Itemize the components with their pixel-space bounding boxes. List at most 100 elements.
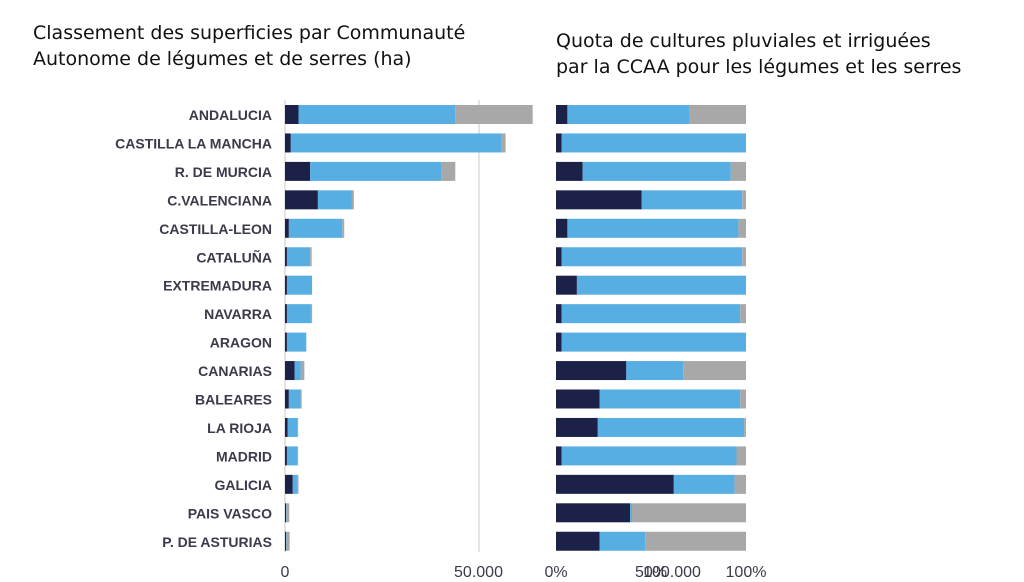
right-bar-series-2-15 [599,531,646,551]
right-bar-series-1-7 [556,304,562,324]
right-bar-series-1-5 [556,247,562,267]
left-bar-series-1-11 [285,417,288,437]
right-bar-series-1-2 [556,161,583,181]
left-bar-series-1-2 [285,161,311,181]
right-bar-series-3-7 [740,304,746,324]
left-bar-series-2-9 [294,361,301,381]
right-bar-series-2-13 [673,474,735,494]
right-bar-series-3-13 [734,474,746,494]
left-category-label: CASTILLA-LEON [159,221,272,237]
left-bar-series-1-8 [285,332,287,352]
left-bar-series-1-13 [285,474,293,494]
right-bar-series-3-12 [736,446,746,466]
left-bar-series-2-3 [317,190,352,210]
right-bar-series-1-11 [556,417,598,437]
right-percent-chart: 0% 50% 100% [544,105,766,581]
left-bar-series-1-4 [285,218,289,238]
right-bar-series-3-10 [740,389,746,409]
right-bar-series-1-14 [556,503,631,523]
left-category-label: MADRID [216,448,272,464]
right-bar-series-3-15 [645,531,746,551]
left-bar-series-2-11 [287,417,298,437]
left-category-label: R. DE MURCIA [175,164,272,180]
left-category-label: LA RIOJA [207,420,272,436]
right-bar-series-1-13 [556,474,674,494]
left-category-label: P. DE ASTURIAS [162,534,272,550]
left-bar-series-2-10 [288,389,301,409]
left-bar-series-1-9 [285,361,295,381]
left-category-label: CASTILLA LA MANCHA [115,135,272,151]
right-bar-series-1-0 [556,105,568,124]
right-x-tick-label: 100% [726,564,767,581]
left-bar-series-2-0 [298,105,456,124]
left-bar-series-2-2 [310,161,442,181]
left-bar-series-1-1 [285,133,291,153]
right-bar-series-1-12 [556,446,562,466]
left-bar-series-2-12 [286,446,298,466]
left-bar-series-3-10 [300,389,302,409]
left-category-label: ANDALUCIA [189,107,272,123]
right-bar-series-1-9 [556,361,627,381]
left-bar-series-1-0 [285,105,299,124]
right-bar-series-2-14 [630,503,632,523]
right-bar-series-1-1 [556,133,562,153]
right-bar-series-2-1 [561,133,746,153]
left-bar-chart: ANDALUCIA CASTILLA LA MANCHA R. DE MURCIA C… [115,100,701,581]
left-bar-series-2-8 [286,332,307,352]
right-bar-series-3-14 [632,503,746,523]
left-x-tick-label: 100.000 [643,564,701,581]
left-bar-series-2-4 [288,218,343,238]
right-bar-series-2-7 [561,304,741,324]
right-bar-series-3-9 [683,361,746,381]
left-category-label: PAIS VASCO [188,505,272,521]
left-bar-series-2-7 [286,304,311,324]
left-bar-series-1-6 [285,275,287,295]
left-bar-series-3-7 [310,304,313,324]
right-bar-series-2-9 [626,361,684,381]
left-bar-series-3-4 [342,218,345,238]
left-bar-series-2-1 [290,133,502,153]
right-bar-series-3-4 [738,218,746,238]
left-category-label: CANARIAS [198,363,272,379]
left-category-label: BALEARES [195,392,272,408]
left-category-label: NAVARRA [204,306,272,322]
right-bar-series-1-10 [556,389,600,409]
left-x-tick-label: 0 [281,564,290,581]
right-bar-series-3-3 [742,190,746,210]
left-bar-series-3-12 [297,446,299,466]
left-bar-series-1-5 [285,247,287,267]
left-x-tick-label: 50.000 [454,564,503,581]
left-bar-series-1-15 [285,531,287,551]
left-chart-title: Classement des superficies par Communaut… [33,20,465,72]
right-bar-series-2-5 [561,247,743,267]
left-category-label: EXTREMADURA [163,278,272,294]
right-chart-title: Quota de cultures pluviales et irriguées… [556,28,961,80]
right-title-line-1: Quota de cultures pluviales et irriguées [556,30,931,52]
right-bar-series-2-8 [561,332,746,352]
right-x-tick-label: 50% [635,564,667,581]
right-bar-series-1-4 [556,218,568,238]
right-bar-series-3-2 [730,161,746,181]
left-category-label: ARAGON [210,335,272,351]
right-bar-series-2-3 [641,190,743,210]
left-bar-series-3-9 [300,361,305,381]
left-bar-series-3-2 [441,161,456,181]
left-title-line-1: Classement des superficies par Communaut… [33,22,466,44]
left-bar-series-1-7 [285,304,287,324]
left-bar-series-1-14 [285,503,287,523]
left-category-label: GALICIA [214,477,272,493]
left-bar-series-3-3 [351,190,354,210]
right-bar-series-3-5 [742,247,746,267]
left-bar-series-2-6 [286,275,313,295]
right-bar-series-1-6 [556,275,577,295]
left-bar-series-3-13 [297,474,299,494]
right-bar-series-1-8 [556,332,562,352]
right-bar-series-2-0 [567,105,689,124]
left-category-label: CATALUÑA [196,248,272,265]
left-bar-series-3-1 [501,133,506,153]
right-bar-series-3-11 [744,417,746,437]
left-bar-series-1-3 [285,190,318,210]
left-bar-series-1-10 [285,389,289,409]
right-bar-series-2-4 [567,218,739,238]
